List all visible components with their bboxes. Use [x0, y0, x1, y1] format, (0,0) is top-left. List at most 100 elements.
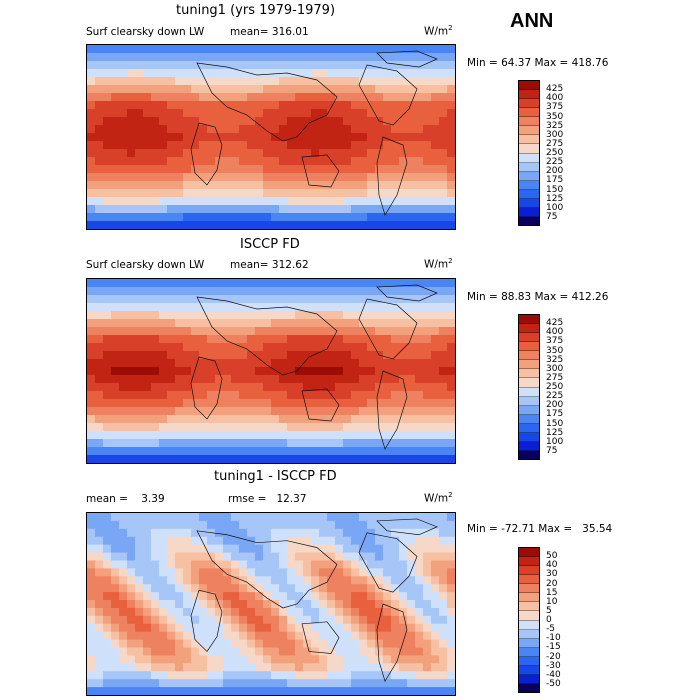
heatmap-cell — [391, 639, 400, 649]
heatmap-cell — [295, 375, 304, 384]
heatmap-cell — [335, 375, 344, 384]
heatmap-cell — [303, 544, 312, 554]
heatmap-cell — [223, 165, 232, 174]
heatmap-cell — [287, 165, 296, 174]
heatmap-cell — [95, 359, 104, 368]
heatmap-cell — [295, 679, 304, 688]
heatmap-cell — [223, 431, 232, 440]
heatmap-cell — [447, 560, 455, 569]
heatmap-cell — [239, 592, 248, 601]
heatmap-cell — [87, 359, 96, 368]
heatmap-cell — [175, 287, 184, 296]
heatmap-cell — [319, 576, 328, 585]
heatmap-cell — [391, 279, 400, 288]
heatmap-cell — [183, 375, 192, 384]
heatmap-cell — [135, 279, 144, 288]
heatmap-cell — [391, 189, 400, 198]
heatmap-cell — [367, 647, 376, 657]
heatmap-cell — [135, 544, 144, 554]
heatmap-cell — [175, 407, 184, 416]
heatmap-cell — [319, 93, 328, 102]
heatmap-cell — [263, 77, 272, 86]
heatmap-cell — [311, 367, 320, 376]
heatmap-cell — [175, 623, 184, 633]
heatmap-cell — [439, 149, 448, 158]
heatmap-cell — [175, 125, 184, 134]
heatmap-cell — [367, 69, 376, 78]
heatmap-cell — [399, 455, 408, 463]
heatmap-cell — [295, 69, 304, 78]
heatmap-cell — [399, 69, 408, 78]
heatmap-cell — [263, 615, 272, 625]
heatmap-cell — [175, 181, 184, 190]
heatmap-cell — [263, 536, 272, 546]
heatmap-cell — [103, 592, 112, 601]
heatmap-cell — [319, 663, 328, 672]
heatmap-cell — [95, 61, 104, 70]
heatmap-cell — [431, 615, 440, 625]
heatmap-cell — [215, 615, 224, 625]
heatmap-cell — [343, 327, 352, 336]
heatmap-cell — [151, 221, 160, 229]
heatmap-cell — [271, 343, 280, 352]
heatmap-cell — [167, 639, 176, 649]
heatmap-cell — [239, 552, 248, 562]
heatmap-cell — [255, 149, 264, 158]
heatmap-cell — [351, 205, 360, 214]
heatmap-cell — [287, 455, 296, 463]
heatmap-cell — [175, 61, 184, 70]
heatmap-cell — [87, 423, 96, 432]
heatmap-cell — [311, 687, 320, 695]
heatmap-cell — [319, 157, 328, 166]
heatmap-cell — [375, 359, 384, 368]
heatmap-cell — [447, 367, 455, 376]
heatmap-cell — [367, 335, 376, 344]
heatmap-cell — [287, 311, 296, 320]
heatmap-cell — [335, 631, 344, 641]
heatmap-cell — [127, 423, 136, 432]
heatmap-cell — [447, 141, 455, 150]
heatmap-cell — [143, 383, 152, 392]
heatmap-cell — [287, 173, 296, 182]
heatmap-cell — [335, 615, 344, 625]
heatmap-cell — [295, 101, 304, 110]
heatmap-cell — [391, 391, 400, 400]
heatmap-cell — [119, 359, 128, 368]
heatmap-cell — [151, 671, 160, 680]
heatmap-cell — [391, 85, 400, 94]
heatmap-cell — [175, 141, 184, 150]
heatmap-cell — [279, 93, 288, 102]
heatmap-cell — [399, 615, 408, 625]
heatmap-cell — [391, 367, 400, 376]
heatmap-cell — [367, 560, 376, 569]
heatmap-cell — [367, 77, 376, 86]
heatmap-cell — [199, 85, 208, 94]
heatmap-cell — [399, 101, 408, 110]
heatmap-cell — [423, 85, 432, 94]
heatmap-cell — [167, 439, 176, 448]
heatmap-cell — [159, 157, 168, 166]
heatmap-cell — [199, 520, 208, 530]
heatmap-cell — [151, 117, 160, 126]
heatmap-cell — [95, 455, 104, 463]
heatmap-cell — [159, 53, 168, 62]
heatmap-cell — [159, 69, 168, 78]
heatmap-cell — [103, 513, 112, 522]
heatmap-cell — [343, 623, 352, 633]
heatmap-cell — [327, 584, 336, 593]
heatmap-cell — [143, 213, 152, 222]
heatmap-cell — [431, 592, 440, 601]
colorbar-tick-label: 10 — [546, 596, 558, 607]
heatmap-cell — [247, 560, 256, 569]
heatmap-cell — [231, 576, 240, 585]
heatmap-cell — [415, 77, 424, 86]
heatmap-cell — [375, 165, 384, 174]
heatmap-cell — [319, 311, 328, 320]
heatmap-cell — [311, 407, 320, 416]
heatmap-cell — [423, 69, 432, 78]
heatmap-cell — [303, 319, 312, 328]
heatmap-cell — [231, 327, 240, 336]
heatmap-cell — [167, 415, 176, 424]
heatmap-cell — [311, 189, 320, 198]
heatmap-cell — [295, 607, 304, 617]
